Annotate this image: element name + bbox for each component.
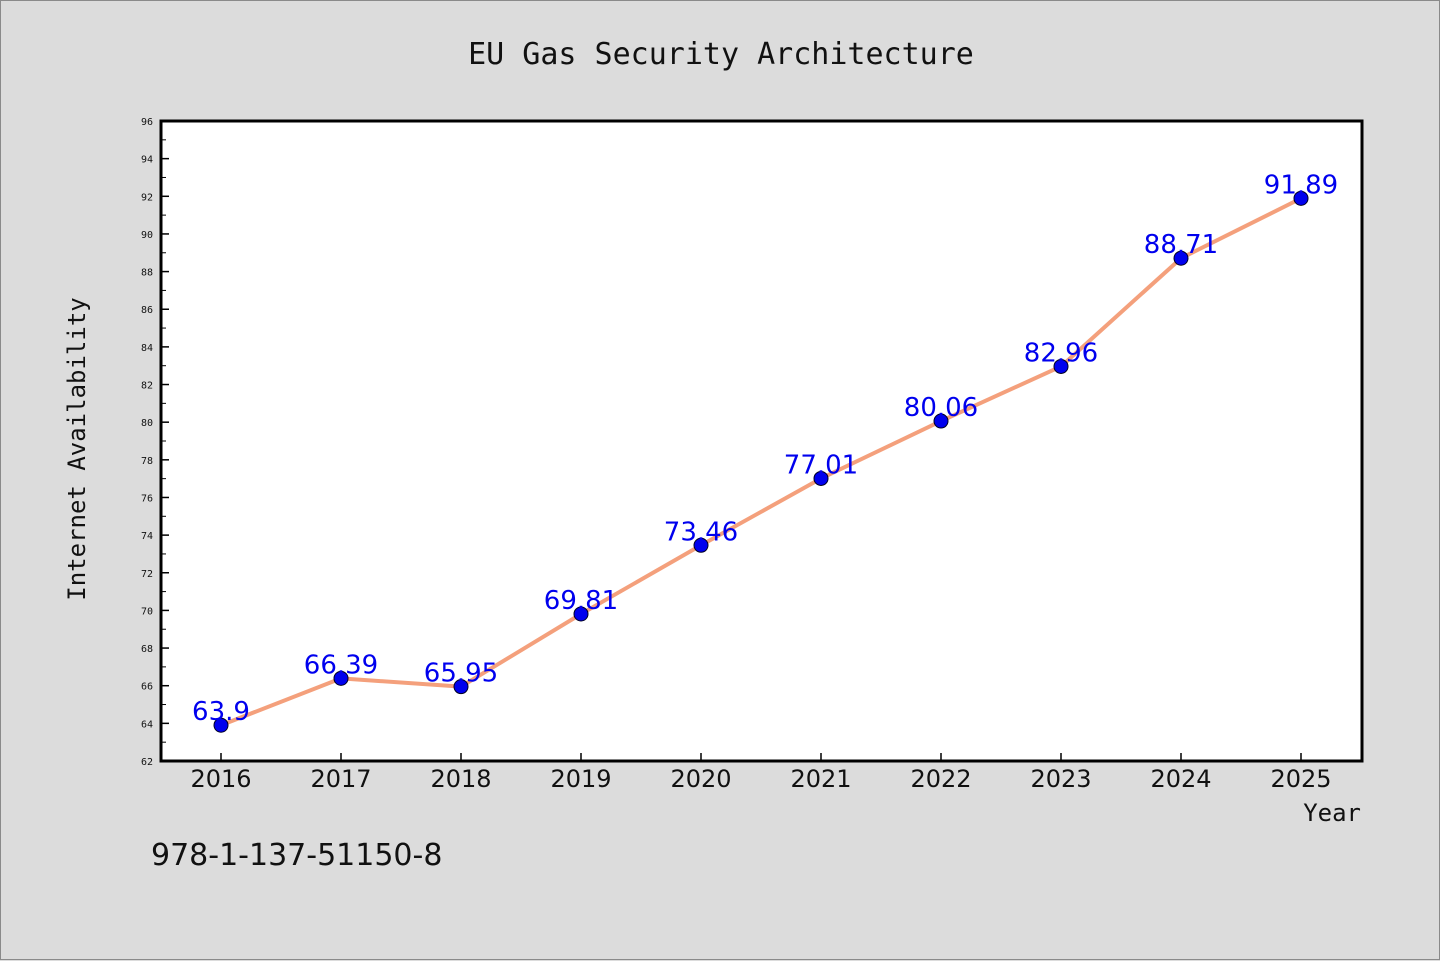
y-tick-label: 84 [141,343,153,354]
data-label: 82.96 [1024,338,1098,368]
data-label: 91.89 [1264,170,1338,200]
data-point[interactable] [693,537,709,553]
data-label: 69.81 [544,586,618,616]
y-tick-label: 96 [141,117,153,128]
data-label: 80.06 [904,393,978,423]
y-tick-label: 92 [141,192,153,203]
data-label: 65.95 [424,659,498,689]
data-point[interactable] [333,670,349,686]
y-tick-label: 88 [141,268,153,279]
data-point[interactable] [213,717,229,733]
x-tick-label: 2020 [670,765,731,793]
y-tick-label: 68 [141,644,153,655]
x-tick-label: 2017 [310,765,371,793]
y-tick-label: 72 [141,569,153,580]
x-tick-label: 2023 [1030,765,1091,793]
x-tick-label: 2018 [430,765,491,793]
y-tick-label: 94 [141,155,153,166]
isbn-text: 978-1-137-51150-8 [151,838,442,873]
x-axis-label: Year [1303,799,1361,827]
chart-title: EU Gas Security Architecture [468,37,974,72]
x-axis-ticks: 2016 2017 2018 2019 2020 2021 2022 2023 2024 2025 [190,753,1332,793]
data-label: 63.9 [192,697,250,727]
y-tick-label: 64 [141,719,153,730]
y-tick-label: 66 [141,682,153,693]
y-tick-label: 90 [141,230,153,241]
x-tick-label: 2022 [910,765,971,793]
data-point[interactable] [1293,190,1309,206]
y-tick-label: 62 [141,757,153,768]
data-point[interactable] [813,470,829,486]
y-tick-label: 70 [141,606,153,617]
data-label: 73.46 [664,517,738,547]
y-axis-label: Internet Availability [63,297,91,600]
data-label: 77.01 [784,450,858,480]
series-layer: 63.9 66.39 65.95 69.81 73.46 77.01 80.06 82.96 8… [192,170,1338,733]
x-tick-label: 2024 [1150,765,1211,793]
data-label: 66.39 [304,650,378,680]
y-tick-label: 76 [141,493,153,504]
x-tick-label: 2025 [1270,765,1331,793]
data-point[interactable] [1173,250,1189,266]
y-tick-label: 80 [141,418,153,429]
series-line [220,196,1302,728]
y-axis-ticks: 62 64 66 68 70 72 74 76 78 80 82 84 86 88 90 92 94 96 [141,117,169,768]
y-tick-label: 74 [141,531,153,542]
data-point[interactable] [1053,358,1069,374]
y-tick-label: 78 [141,456,153,467]
y-tick-label: 82 [141,381,153,392]
x-tick-label: 2016 [190,765,251,793]
data-point[interactable] [573,606,589,622]
data-point[interactable] [453,679,469,695]
data-point[interactable] [933,413,949,429]
y-tick-label: 86 [141,305,153,316]
plot-area [159,119,1364,763]
data-label: 88.71 [1144,230,1218,260]
x-tick-label: 2021 [790,765,851,793]
x-tick-label: 2019 [550,765,611,793]
